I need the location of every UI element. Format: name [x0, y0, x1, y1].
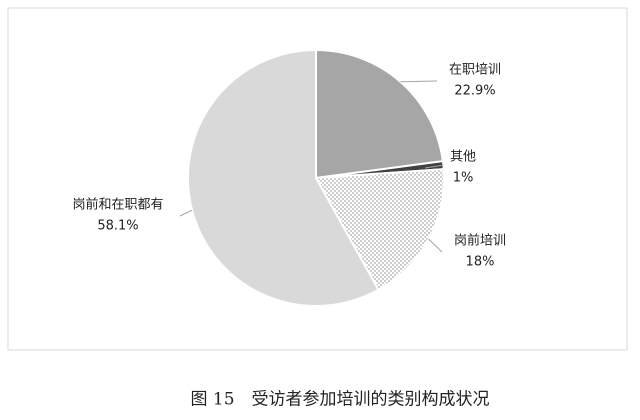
slice-label: 岗前培训	[454, 233, 506, 249]
slice-label: 其他	[450, 150, 476, 165]
slice-label: 在职培训	[449, 62, 501, 78]
leader-line	[179, 209, 193, 217]
value-label: 58.1%	[97, 219, 138, 234]
pie-slice	[314, 168, 445, 292]
leader-line	[428, 238, 443, 253]
leader-line	[424, 164, 444, 169]
slice-label: 岗前和在职都有	[72, 197, 163, 213]
pie-slice	[187, 48, 380, 307]
value-label: 1%	[453, 171, 474, 186]
value-label: 22.9%	[454, 84, 495, 99]
caption: 图 15 受访者参加培训的类别构成状况	[190, 390, 489, 410]
leader-line	[400, 80, 438, 83]
value-label: 18%	[466, 255, 495, 270]
pie-slice	[315, 48, 445, 180]
